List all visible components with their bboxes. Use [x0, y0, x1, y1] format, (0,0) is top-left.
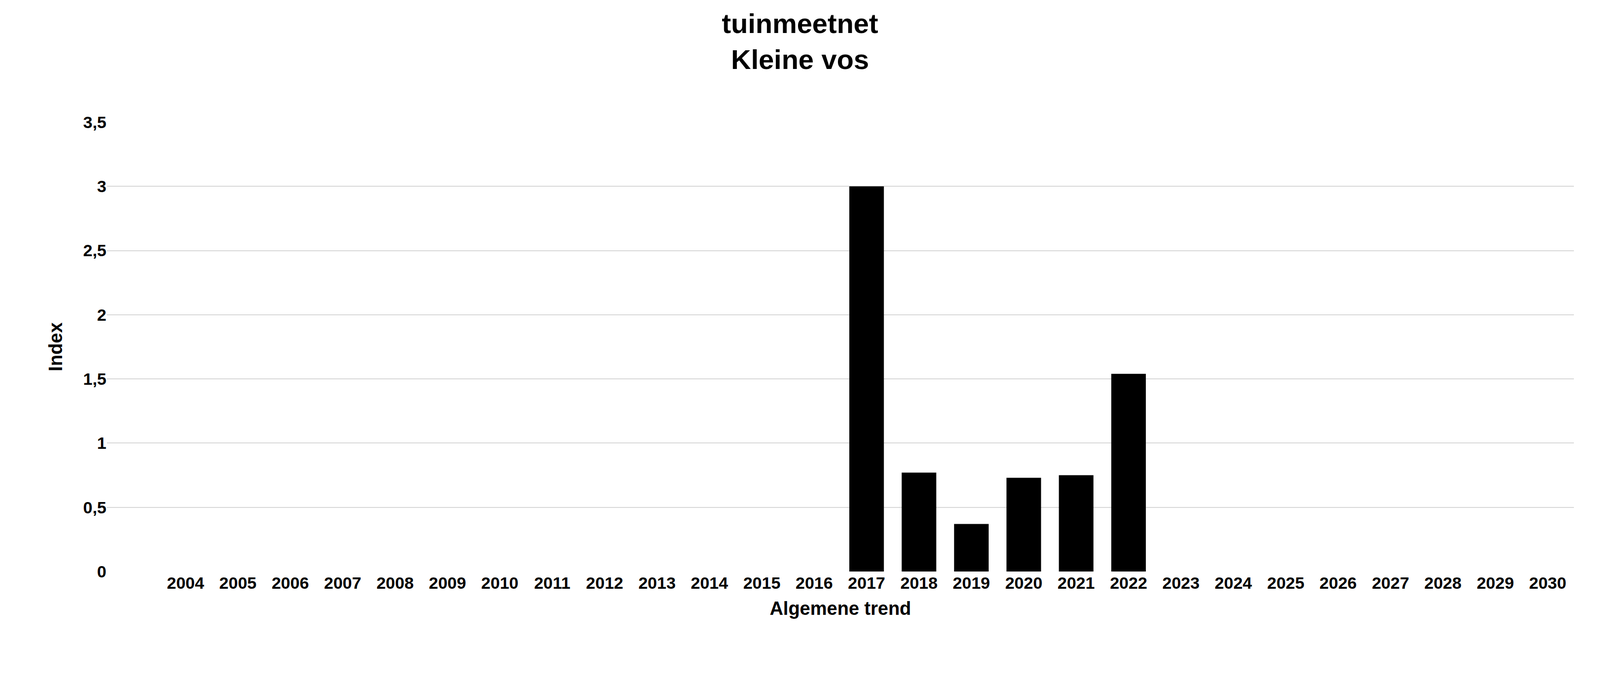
svg-text:2,5: 2,5	[83, 240, 107, 260]
svg-text:2016: 2016	[795, 573, 834, 593]
svg-text:2004: 2004	[166, 573, 205, 593]
svg-text:Index: Index	[45, 322, 67, 371]
svg-text:2022: 2022	[1109, 573, 1148, 593]
svg-text:2005: 2005	[219, 573, 257, 593]
svg-text:tuinmeetnetKleine vos: tuinmeetnetKleine vos	[721, 7, 878, 75]
svg-text:2017: 2017	[847, 573, 886, 593]
svg-text:1: 1	[97, 433, 107, 453]
svg-text:2015: 2015	[743, 573, 781, 593]
svg-text:2011: 2011	[533, 573, 571, 593]
svg-text:3,5: 3,5	[83, 112, 107, 132]
svg-text:2024: 2024	[1214, 573, 1253, 593]
svg-text:2029: 2029	[1476, 573, 1515, 593]
svg-text:2007: 2007	[324, 573, 362, 593]
svg-text:3: 3	[97, 176, 107, 196]
svg-text:2020: 2020	[1004, 573, 1043, 593]
svg-text:Algemene trend: Algemene trend	[769, 598, 911, 619]
svg-text:2030: 2030	[1529, 573, 1567, 593]
svg-text:2018: 2018	[900, 573, 938, 593]
svg-text:2027: 2027	[1371, 573, 1410, 593]
svg-text:1,5: 1,5	[83, 369, 107, 389]
svg-text:2014: 2014	[690, 573, 729, 593]
svg-text:2025: 2025	[1266, 573, 1305, 593]
svg-text:2026: 2026	[1319, 573, 1358, 593]
svg-text:2019: 2019	[952, 573, 991, 593]
svg-text:2012: 2012	[586, 573, 624, 593]
svg-text:0,5: 0,5	[83, 498, 107, 517]
svg-text:2009: 2009	[428, 573, 467, 593]
svg-text:2006: 2006	[271, 573, 309, 593]
svg-text:2028: 2028	[1424, 573, 1462, 593]
svg-text:2008: 2008	[376, 573, 414, 593]
svg-text:2021: 2021	[1057, 573, 1096, 593]
svg-text:2023: 2023	[1162, 573, 1200, 593]
svg-text:2010: 2010	[481, 573, 519, 593]
svg-text:0: 0	[97, 562, 107, 581]
svg-text:2013: 2013	[638, 573, 676, 593]
svg-text:2: 2	[97, 305, 107, 325]
